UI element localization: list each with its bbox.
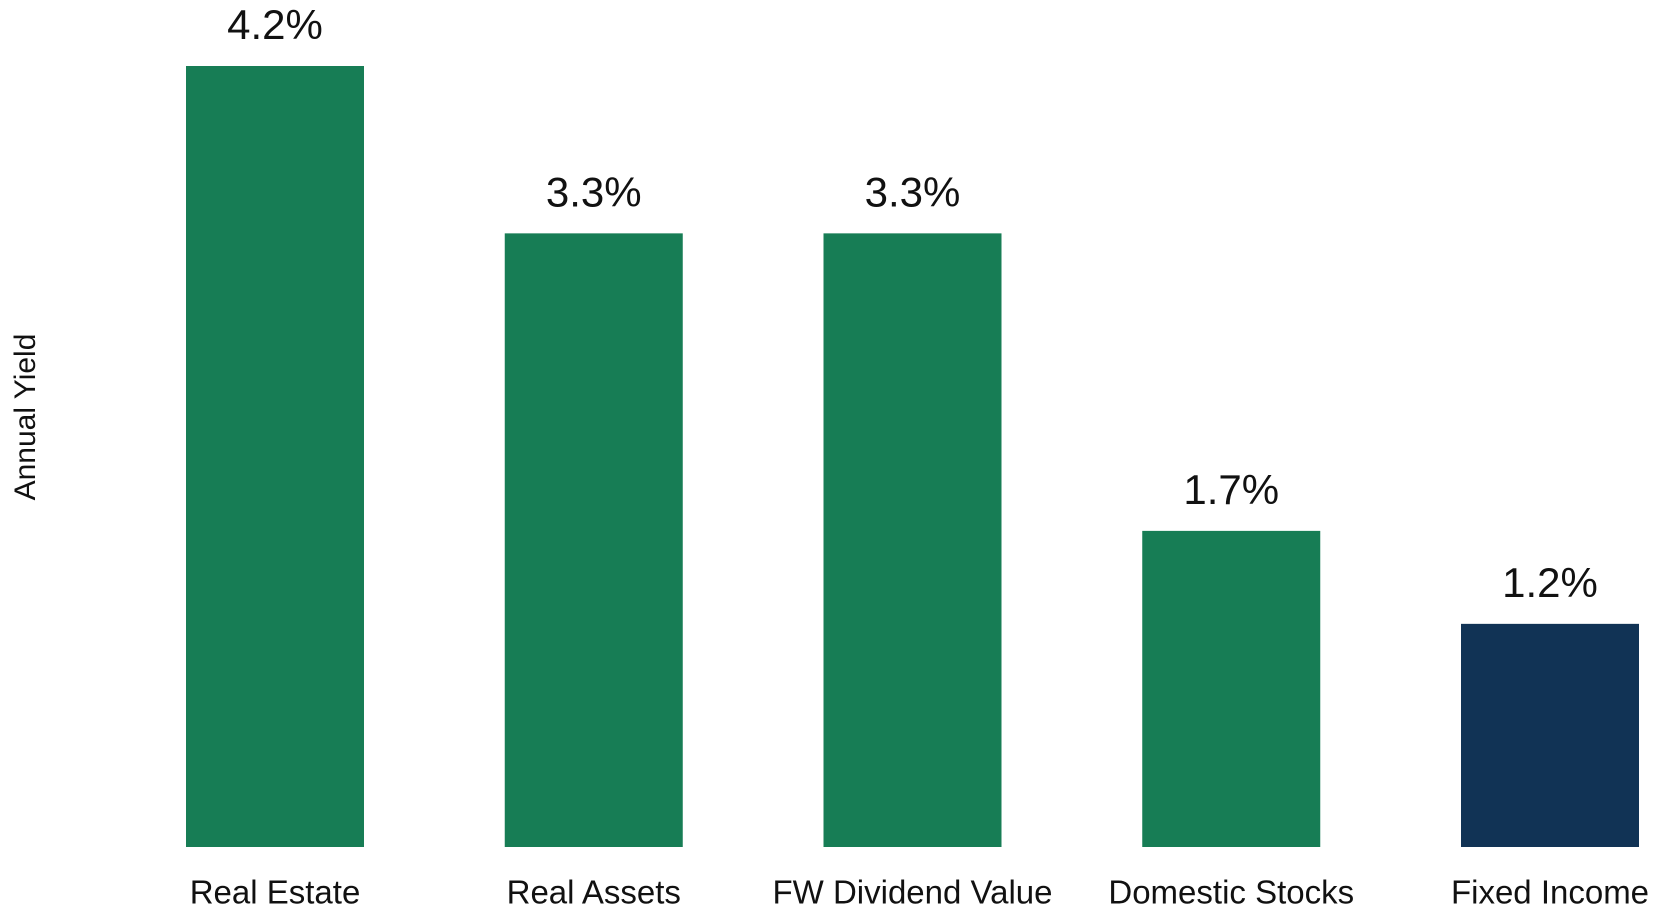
value-label: 4.2% <box>227 1 323 48</box>
bar <box>1142 530 1321 847</box>
x-tick-label: FW Dividend Value <box>772 874 1052 911</box>
x-tick-label: Fixed Income <box>1451 874 1649 911</box>
bar <box>186 66 364 847</box>
bar <box>1461 623 1639 847</box>
value-label: 3.3% <box>546 168 642 215</box>
value-label: 1.2% <box>1502 559 1598 606</box>
x-tick-label: Real Assets <box>507 874 681 911</box>
value-label: 1.7% <box>1183 466 1279 513</box>
value-label: 3.3% <box>865 168 961 215</box>
x-tick-label: Real Estate <box>190 874 361 911</box>
x-tick-label: Domestic Stocks <box>1108 874 1354 911</box>
bar <box>504 233 683 847</box>
bar <box>823 233 1002 847</box>
y-axis-label: Annual Yield <box>9 334 42 501</box>
